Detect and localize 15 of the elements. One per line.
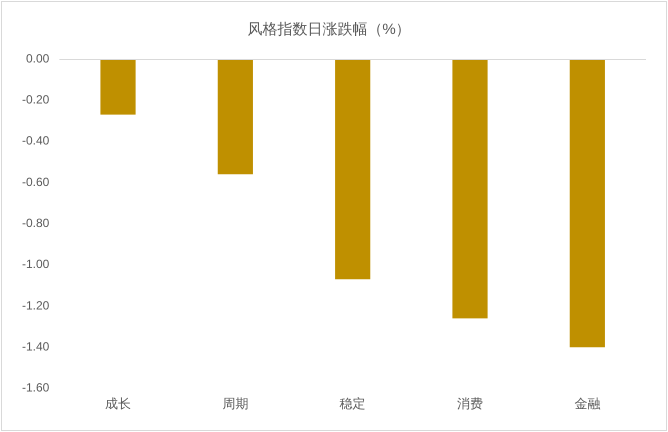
x-tick-label: 周期 bbox=[222, 396, 248, 411]
y-tick-label: -1.60 bbox=[22, 380, 50, 395]
chart-title: 风格指数日涨跌幅（%） bbox=[247, 21, 411, 38]
x-tick-label: 金融 bbox=[574, 396, 600, 411]
y-tick-label: -1.40 bbox=[22, 340, 50, 354]
y-tick-label: -1.00 bbox=[22, 257, 50, 272]
x-tick-label: 稳定 bbox=[340, 396, 366, 411]
y-tick-label: 0.00 bbox=[26, 51, 50, 66]
y-tick-label: -0.40 bbox=[22, 134, 50, 148]
x-tick-label: 消费 bbox=[457, 396, 484, 411]
x-tick-label: 成长 bbox=[105, 396, 132, 411]
y-tick-label: -1.20 bbox=[22, 298, 50, 312]
y-tick-label: -0.60 bbox=[22, 174, 50, 189]
y-tick-label: -0.20 bbox=[22, 92, 50, 106]
y-tick-label: -0.80 bbox=[22, 216, 50, 230]
